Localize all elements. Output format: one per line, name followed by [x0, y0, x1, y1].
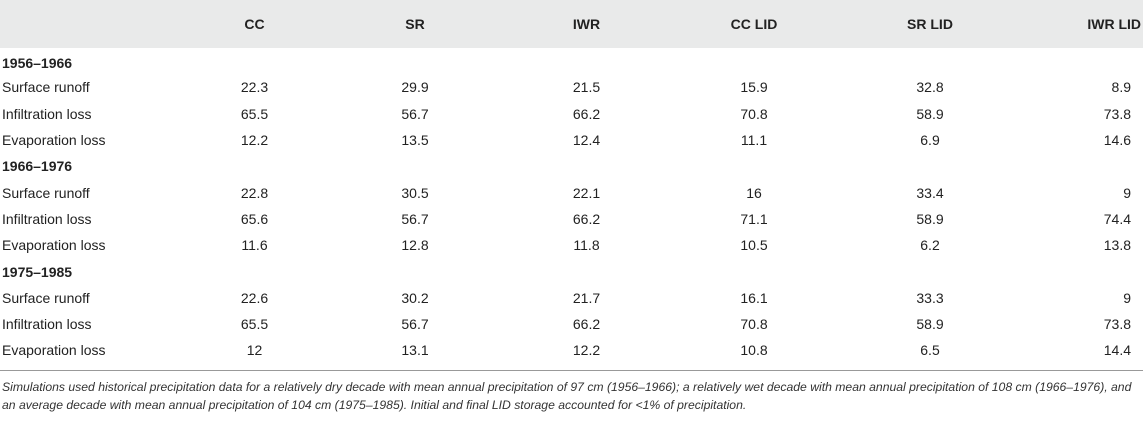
table-cell: 14.4 [1103, 342, 1131, 359]
table-header: CC SR IWR CC LID SR LID IWR LID [0, 0, 1143, 48]
table-cell: 12.8 [401, 237, 429, 254]
table-cell: 12.4 [572, 132, 601, 149]
group-header-row: 1956–1966 [0, 48, 1143, 74]
table-cell: 21.5 [572, 79, 601, 96]
group-title: 1975–1985 [2, 263, 73, 280]
table-cell: 33.3 [916, 289, 944, 306]
table-cell: 12.2 [240, 132, 269, 149]
table-cell: 11.6 [241, 237, 268, 254]
table-cell: 6.2 [920, 237, 940, 254]
table-cell: 66.2 [572, 316, 601, 333]
group-title: 1966–1976 [2, 158, 73, 175]
table-cell: 30.2 [401, 289, 429, 306]
table-cell: 16.1 [740, 289, 768, 306]
table-cell: 22.1 [572, 184, 601, 201]
table-cell: 29.9 [401, 79, 429, 96]
table-cell: 12.2 [572, 342, 601, 359]
table-cell: 15.9 [740, 79, 768, 96]
column-header-cc-lid: CC LID [730, 16, 778, 32]
table-cell: 66.2 [572, 210, 601, 227]
table-cell: 56.7 [401, 316, 429, 333]
table-cell: 11.8 [573, 237, 600, 254]
column-header-iwr: IWR [572, 16, 601, 32]
table-cell: 30.5 [401, 184, 429, 201]
row-label: Infiltration loss [2, 316, 92, 333]
row-label: Infiltration loss [2, 105, 92, 122]
row-label: Surface runoff [2, 79, 90, 96]
row-label: Infiltration loss [2, 210, 92, 227]
table-cell: 70.8 [740, 105, 768, 122]
table-cell: 11.1 [740, 132, 768, 149]
footnote-divider [0, 370, 1143, 371]
table-cell: 66.2 [572, 105, 601, 122]
column-header-iwr-lid: IWR LID [1087, 16, 1141, 32]
table-cell: 21.7 [572, 289, 601, 306]
column-header-cc: CC [244, 16, 265, 32]
table-cell: 56.7 [401, 105, 429, 122]
table-row: Infiltration loss 65.6 56.7 66.2 71.1 58.9 74.… [0, 206, 1143, 232]
group-header-row: 1966–1976 [0, 153, 1143, 179]
table-cell: 74.4 [1103, 210, 1131, 227]
group-header-row: 1975–1985 [0, 258, 1143, 284]
table-cell: 33.4 [916, 184, 944, 201]
table-cell: 9 [1123, 184, 1131, 201]
results-table: CC SR IWR CC LID SR LID IWR LID 1956–196… [0, 0, 1143, 364]
table-row: Surface runoff 22.8 30.5 22.1 16 33.4 9 [0, 179, 1143, 205]
table-cell: 22.6 [240, 289, 269, 306]
table-row: Evaporation loss 12.2 13.5 12.4 11.1 6.9 14.6 [0, 127, 1143, 153]
table-cell: 8.9 [1111, 79, 1131, 96]
column-header-sr: SR [405, 16, 425, 32]
table-cell: 73.8 [1103, 105, 1131, 122]
table-row: Infiltration loss 65.5 56.7 66.2 70.8 58.9 73.… [0, 311, 1143, 337]
table-cell: 70.8 [740, 316, 768, 333]
table-cell: 58.9 [916, 105, 944, 122]
table-row: Evaporation loss 12 13.1 12.2 10.8 6.5 14.4 [0, 337, 1143, 363]
table-body: 1956–1966 Surface runoff 22.3 29.9 21.5 15.9 3… [0, 48, 1143, 364]
table-cell: 12 [246, 342, 263, 359]
table-row: Evaporation loss 11.6 12.8 11.8 10.5 6.2 13.8 [0, 232, 1143, 258]
table-cell: 10.8 [740, 342, 768, 359]
table-cell: 9 [1123, 289, 1131, 306]
table-cell: 73.8 [1103, 316, 1131, 333]
table-cell: 10.5 [740, 237, 768, 254]
group-title: 1956–1966 [2, 55, 73, 72]
row-label: Evaporation loss [2, 342, 106, 359]
table-cell: 65.6 [240, 210, 269, 227]
table-cell: 65.5 [240, 105, 269, 122]
table-cell: 13.8 [1103, 237, 1131, 254]
table-cell: 22.3 [240, 79, 269, 96]
table-cell: 58.9 [916, 210, 944, 227]
table-row: Infiltration loss 65.5 56.7 66.2 70.8 58.9 73.… [0, 101, 1143, 127]
table-cell: 6.5 [920, 342, 940, 359]
table-cell: 56.7 [401, 210, 429, 227]
row-label: Surface runoff [2, 289, 90, 306]
table-footnote: Simulations used historical precipitatio… [2, 380, 1132, 412]
table-cell: 13.1 [401, 342, 429, 359]
table-cell: 65.5 [240, 316, 269, 333]
column-header-sr-lid: SR LID [907, 16, 953, 32]
row-label: Evaporation loss [2, 237, 106, 254]
row-label: Surface runoff [2, 184, 90, 201]
table-cell: 16 [746, 184, 762, 201]
row-label: Evaporation loss [2, 132, 106, 149]
table-cell: 71.1 [740, 210, 768, 227]
table-cell: 22.8 [240, 184, 269, 201]
header-row: CC SR IWR CC LID SR LID IWR LID [0, 0, 1143, 48]
table-row: Surface runoff 22.6 30.2 21.7 16.1 33.3 9 [0, 285, 1143, 311]
column-header [0, 0, 183, 48]
table-cell: 13.5 [401, 132, 429, 149]
table-row: Surface runoff 22.3 29.9 21.5 15.9 32.8 8.9 [0, 74, 1143, 100]
table-cell: 58.9 [916, 316, 944, 333]
table-cell: 14.6 [1103, 132, 1131, 149]
table-cell: 32.8 [916, 79, 944, 96]
table-cell: 6.9 [920, 132, 940, 149]
